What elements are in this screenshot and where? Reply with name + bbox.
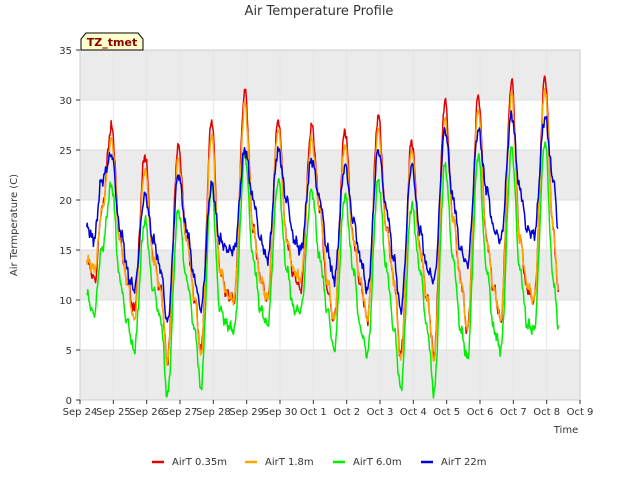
band-0-5 xyxy=(80,350,580,400)
legend-label: AirT 22m xyxy=(441,457,486,468)
band-20-25 xyxy=(80,150,580,200)
y-axis-title: Air Termperature (C) xyxy=(9,174,20,276)
band-30-35 xyxy=(80,50,580,100)
y-tick-label: 30 xyxy=(59,96,72,107)
legend-item: AirT 22m xyxy=(421,457,486,468)
y-tick-label: 25 xyxy=(59,146,72,157)
band-25-30 xyxy=(80,100,580,150)
y-tick-label: 20 xyxy=(59,196,72,207)
x-tick-label: Oct 7 xyxy=(500,407,527,418)
x-tick-label: Sep 30 xyxy=(263,407,298,418)
legend-item: AirT 0.35m xyxy=(152,457,227,468)
x-tick-label: Sep 27 xyxy=(163,407,198,418)
y-tick-label: 35 xyxy=(59,46,72,57)
x-tick-label: Sep 26 xyxy=(129,407,164,418)
annotation-label: TZ_tmet xyxy=(87,36,137,49)
y-tick-label: 10 xyxy=(59,296,72,307)
series-line-airt-6-0m xyxy=(86,141,560,399)
x-tick-label: Oct 4 xyxy=(400,407,427,418)
tz-annotation: TZ_tmet xyxy=(80,32,144,51)
y-tick-label: 0 xyxy=(66,396,72,407)
x-tick-label: Oct 3 xyxy=(367,407,394,418)
x-tick-label: Oct 1 xyxy=(300,407,327,418)
x-axis-title: Time xyxy=(553,425,578,436)
y-tick-label: 5 xyxy=(66,346,72,357)
legend-item: AirT 1.8m xyxy=(245,457,314,468)
legend-label: AirT 0.35m xyxy=(172,457,227,468)
x-tick-label: Sep 29 xyxy=(229,407,264,418)
x-tick-label: Sep 28 xyxy=(196,407,231,418)
x-tick-label: Sep 25 xyxy=(96,407,131,418)
chart-title: Air Temperature Profile xyxy=(245,4,394,19)
y-tick-label: 15 xyxy=(59,246,72,257)
x-tick-label: Oct 6 xyxy=(467,407,494,418)
legend-item: AirT 6.0m xyxy=(333,457,402,468)
legend-label: AirT 6.0m xyxy=(353,457,402,468)
x-tick-label: Oct 5 xyxy=(433,407,460,418)
legend: AirT 0.35m AirT 1.8m AirT 6.0m AirT 22m xyxy=(152,457,486,468)
legend-label: AirT 1.8m xyxy=(265,457,314,468)
band-15-20 xyxy=(80,200,580,250)
x-tick-label: Oct 2 xyxy=(333,407,360,418)
series-lines xyxy=(85,75,560,399)
plot-frame xyxy=(79,49,581,401)
x-tick-label: Sep 24 xyxy=(63,407,98,418)
annotation-shape xyxy=(80,32,144,51)
series-line-airt-22m xyxy=(85,110,559,323)
x-tick-label: Oct 8 xyxy=(533,407,560,418)
series-line-airt-1-8m xyxy=(85,87,560,366)
x-tick-label: Oct 9 xyxy=(567,407,594,418)
